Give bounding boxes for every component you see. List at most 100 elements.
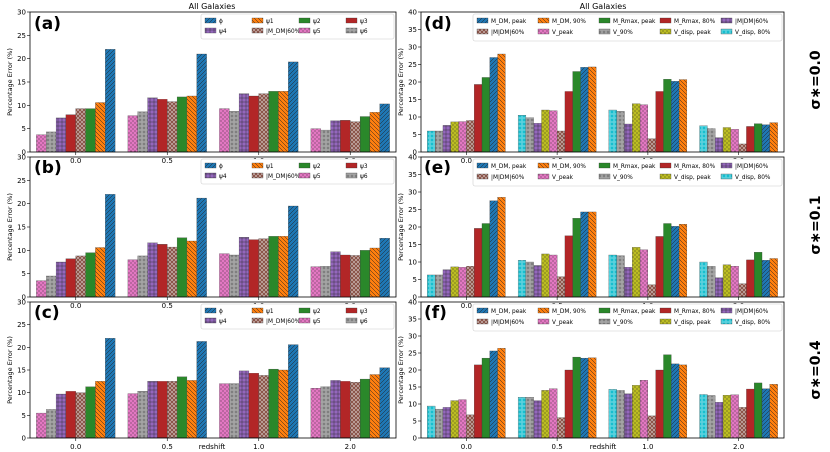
bar-b-3-3 (340, 254, 351, 298)
bar-f-2-8 (632, 385, 641, 439)
y-axis-label: Percentage Error (%) (397, 193, 405, 261)
legend-swatch (345, 27, 358, 34)
bar-e-0-2 (481, 223, 490, 298)
bar-c-1-1 (186, 380, 197, 439)
legend-swatch (598, 17, 611, 24)
legend-label: |M|DM|60% (735, 164, 769, 170)
bar-f-3-5 (738, 407, 747, 439)
y-tick-label: 40 (408, 9, 417, 17)
bar-b-2-5 (258, 238, 269, 298)
bar-b-0-2 (85, 252, 96, 298)
bar-d-3-6 (730, 129, 739, 153)
bar-f-0-4 (442, 407, 451, 439)
bar-d-0-3 (474, 84, 483, 153)
bar-a-1-5 (167, 101, 178, 153)
y-tick-label: 25 (17, 321, 26, 329)
legend-swatch (659, 318, 672, 325)
bar-f-2-5 (647, 415, 656, 439)
bar-f-3-1 (769, 384, 778, 439)
y-tick-label: 10 (408, 114, 417, 122)
legend-label: V_peak (552, 320, 574, 326)
legend: ϕ ψ1 ψ2 ψ3 ψ4 |M_DM|60% ψ5 ψ6 (200, 158, 395, 185)
legend-box (200, 303, 395, 330)
bar-c-2-1 (278, 369, 289, 439)
legend-swatch (476, 173, 489, 180)
legend-swatch (204, 317, 217, 324)
bar-e-3-0 (761, 260, 770, 298)
bar-c-2-0 (288, 344, 299, 439)
bar-f-0-8 (450, 400, 459, 439)
bar-b-0-6 (36, 280, 47, 298)
y-tick-label: 0 (413, 435, 417, 443)
legend-label: ϕ (219, 164, 223, 170)
legend-swatch (251, 307, 264, 314)
legend-label: V_disp, peak (674, 320, 711, 326)
bar-a-1-7 (137, 111, 148, 153)
bar-f-3-6 (730, 394, 739, 439)
legend-swatch (659, 28, 672, 35)
y-tick-label: 35 (408, 171, 417, 179)
bar-c-3-2 (359, 378, 371, 439)
bar-e-1-2 (572, 218, 581, 298)
bar-c-3-4 (330, 380, 341, 439)
bar-a-3-0 (379, 103, 390, 153)
y-tick-label: 15 (17, 224, 26, 232)
bar-e-1-7 (525, 261, 534, 298)
legend-swatch (720, 173, 733, 180)
legend-swatch (598, 28, 611, 35)
bar-d-0-4 (442, 125, 451, 153)
panel-label-c: (c) (34, 303, 60, 323)
x-tick-label: 0.5 (162, 157, 173, 165)
legend-swatch (345, 307, 358, 314)
panel-label-f: (f) (424, 303, 447, 323)
legend: M_DM, peak M_DM, 90% M_Rmax, peak M_Rmax, 8… (472, 303, 783, 332)
bar-a-2-3 (248, 95, 259, 153)
x-tick-label: 1.0 (642, 443, 653, 451)
bar-b-1-7 (137, 255, 148, 298)
legend: ϕ ψ1 ψ2 ψ3 ψ4 |M_DM|60% ψ5 ψ6 (200, 13, 395, 40)
bar-d-1-3 (564, 91, 573, 153)
bar-b-3-7 (320, 266, 331, 298)
x-tick-label: 0.0 (461, 157, 472, 165)
legend-swatch (345, 317, 358, 324)
bar-f-1-1 (588, 357, 597, 439)
legend-label: M_DM, 90% (552, 19, 586, 25)
y-tick-label: 20 (408, 79, 417, 87)
bar-c-2-5 (258, 375, 269, 439)
bar-e-2-2 (663, 223, 672, 298)
bar-e-1-1 (588, 211, 597, 298)
bar-f-1-3 (564, 369, 573, 439)
y-tick-label: 30 (17, 299, 26, 307)
bar-b-0-3 (65, 258, 76, 298)
bar-c-1-0 (196, 341, 207, 439)
bar-b-3-6 (310, 266, 321, 298)
bar-e-2-3 (655, 236, 664, 298)
bar-e-2-0 (671, 226, 680, 298)
bar-f-0-7 (435, 408, 444, 439)
x-tick-label: 2.0 (345, 443, 356, 451)
bar-c-3-0 (379, 367, 390, 439)
legend-label: ψ5 (313, 29, 321, 35)
right-figure-title: All Galaxies (580, 2, 627, 11)
bar-e-2-1 (678, 224, 688, 298)
bar-c-1-6 (127, 393, 138, 439)
bar-a-2-6 (219, 108, 230, 153)
legend-label: ψ1 (266, 164, 274, 170)
y-tick-label: 10 (17, 247, 26, 255)
bar-a-1-6 (127, 115, 138, 153)
panel-label-e: (e) (424, 158, 451, 178)
y-tick-label: 0 (22, 149, 26, 157)
bar-e-0-5 (466, 266, 475, 298)
legend: ϕ ψ1 ψ2 ψ3 ψ4 |M_DM|60% ψ5 ψ6 (200, 303, 395, 330)
bar-b-2-3 (248, 239, 259, 298)
bar-a-0-3 (65, 114, 76, 153)
bar-b-0-1 (95, 247, 106, 298)
bar-c-0-2 (85, 386, 96, 439)
bar-f-2-2 (663, 354, 672, 439)
legend-label: ψ6 (360, 174, 368, 180)
legend-label: M_DM, 90% (552, 164, 586, 170)
legend-label: ψ5 (313, 174, 321, 180)
